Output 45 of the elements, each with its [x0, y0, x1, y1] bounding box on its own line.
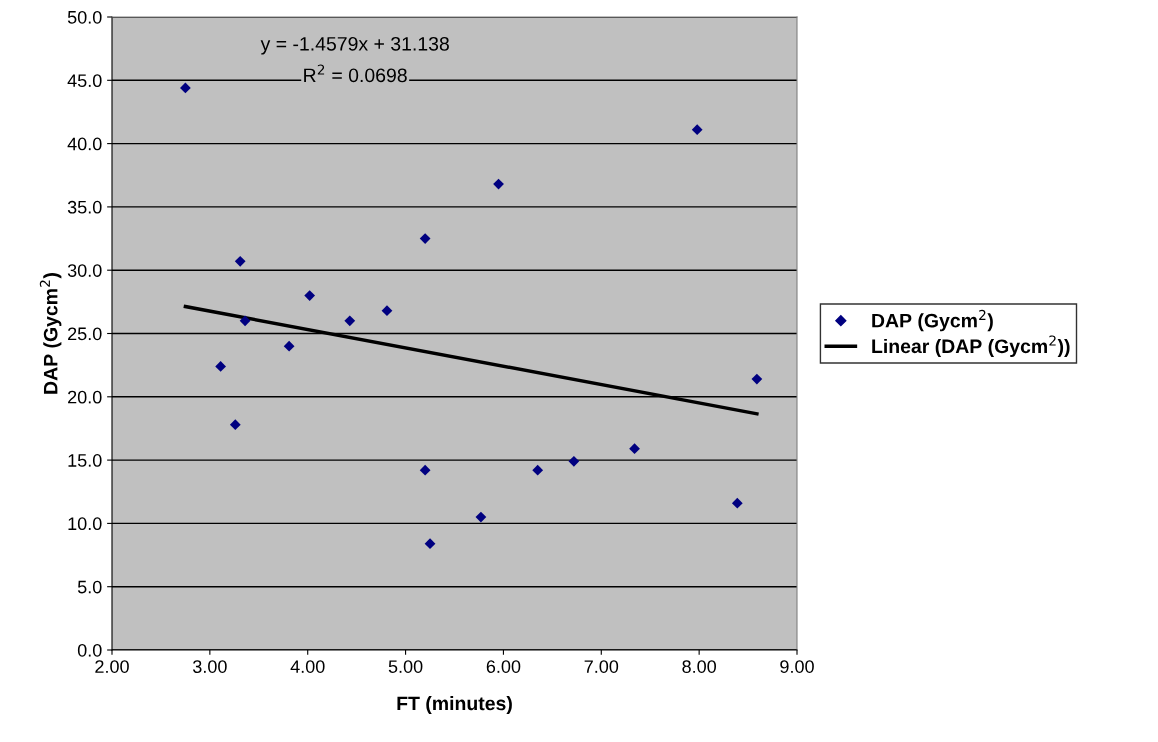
x-axis-title: FT (minutes)	[397, 696, 512, 715]
y-tick-label: 5.0	[77, 580, 102, 594]
y-tick-label: 10.0	[68, 517, 102, 531]
x-tick-label: 5.00	[388, 660, 423, 673]
y-tick-label: 15.0	[68, 454, 102, 467]
annotation: y = -1.4579x + 31.138	[260, 36, 449, 55]
point	[229, 419, 241, 431]
point	[493, 178, 504, 190]
point	[180, 82, 191, 94]
point	[283, 340, 295, 352]
point	[419, 464, 431, 476]
point	[731, 497, 743, 509]
point	[344, 315, 356, 327]
x-tick-label: 4.00	[290, 660, 325, 673]
y-tick-label: 35.0	[67, 200, 102, 214]
point	[234, 255, 246, 267]
x-tick-label: 3.00	[192, 660, 227, 673]
y-tick-label: 45.0	[67, 74, 102, 88]
annotation: R$^{2}$ = 0.0698	[304, 64, 407, 83]
point	[691, 124, 703, 136]
point	[419, 233, 431, 244]
point	[239, 315, 251, 327]
y-axis-title: DAP (Gycm$^{2}$)	[39, 273, 62, 394]
x-tick-label: 9.00	[780, 660, 814, 673]
y-tick-label: 25.0	[68, 327, 102, 341]
point	[215, 361, 226, 372]
point	[475, 511, 487, 523]
x-tick-label: 7.00	[584, 660, 619, 673]
x-tick-label: 2.00	[95, 660, 129, 673]
legend-label: DAP (Gycm$^{2}$)	[872, 309, 993, 332]
point	[381, 305, 393, 317]
point	[629, 443, 640, 455]
point	[304, 290, 316, 301]
legend-label: Linear (DAP (Gycm$^{2}$))	[872, 335, 1070, 358]
point	[532, 464, 544, 476]
y-tick-label: 50.0	[67, 10, 102, 24]
point	[568, 455, 580, 467]
x-tick-label: 6.00	[486, 660, 521, 673]
y-tick-label: 0.0	[77, 643, 102, 657]
y-tick-label: 30.0	[67, 264, 102, 277]
point	[751, 373, 763, 385]
y-tick-label: 20.0	[68, 390, 102, 404]
point	[424, 538, 436, 550]
y-tick-label: 40.0	[67, 137, 102, 151]
x-tick-label: 8.00	[682, 660, 717, 673]
